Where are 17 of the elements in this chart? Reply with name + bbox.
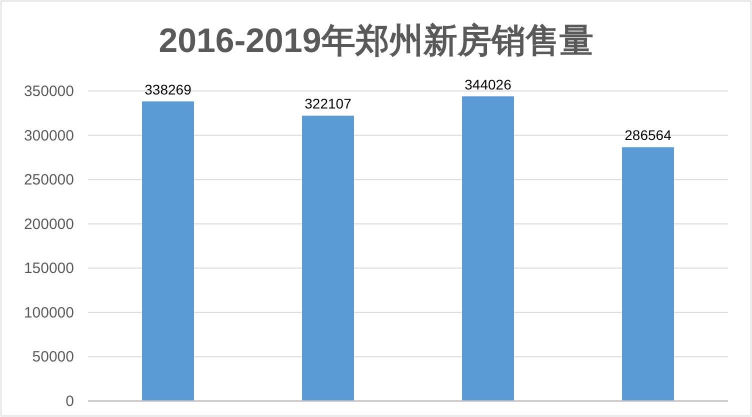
bar <box>142 101 194 401</box>
y-tick-label: 150000 <box>24 260 74 278</box>
bar <box>462 96 514 401</box>
chart-title: 2016-2019年郑州新房销售量 <box>158 22 594 60</box>
bar <box>622 147 674 401</box>
data-label: 338269 <box>144 81 192 98</box>
data-label: 286564 <box>624 127 672 144</box>
data-label: 344026 <box>464 76 512 92</box>
y-tick-label: 300000 <box>24 127 74 144</box>
y-tick-label: 100000 <box>24 304 74 322</box>
data-label: 322107 <box>304 96 352 112</box>
y-tick-label: 50000 <box>32 348 74 366</box>
y-tick-label: 200000 <box>24 216 74 233</box>
y-tick-label: 250000 <box>24 172 74 189</box>
y-tick-label: 0 <box>66 393 74 410</box>
y-tick-label: 350000 <box>24 83 74 100</box>
bar <box>302 116 354 401</box>
